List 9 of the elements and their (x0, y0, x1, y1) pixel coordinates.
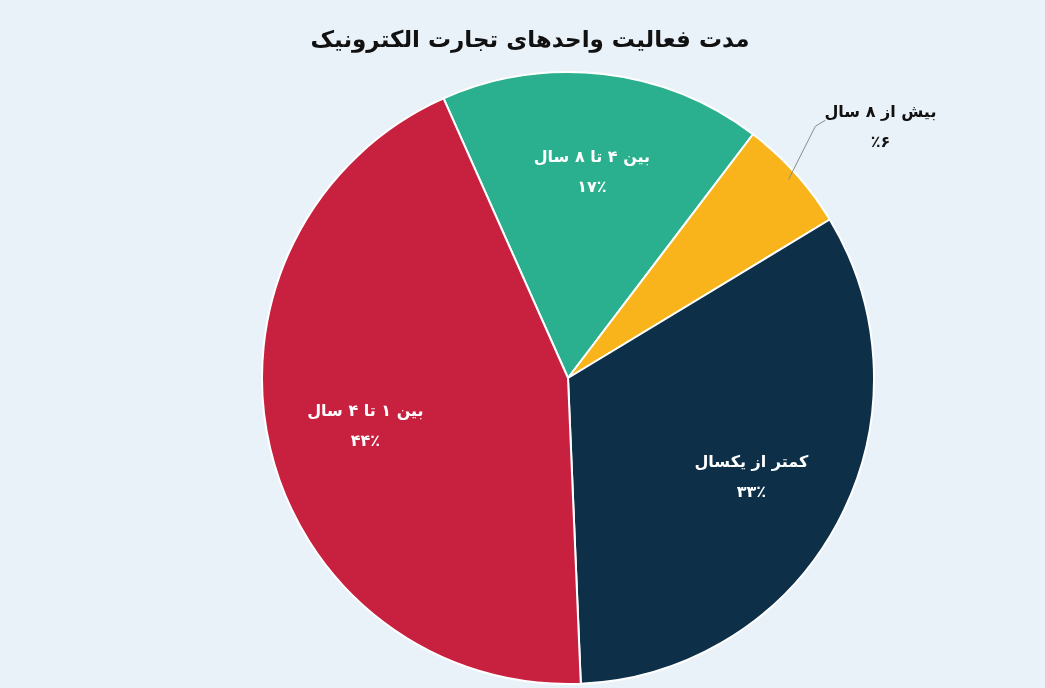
slice-label: بین ۴ تا ۸ سال (533, 146, 651, 166)
data-label: ۱۷٪ (577, 176, 607, 196)
slice-label: بین ۱ تا ۴ سال (307, 401, 424, 421)
data-label: ۴۴٪ (350, 431, 381, 451)
slice-label: بیش از ۸ سال (824, 101, 937, 121)
chart-title: مدت فعالیت واحدهای تجارت الکترونیک (310, 25, 750, 53)
slice-label: کمتر از یکسال (694, 451, 809, 471)
data-label: ٪۶ (870, 131, 891, 151)
data-label: ۳۳٪ (736, 481, 767, 501)
